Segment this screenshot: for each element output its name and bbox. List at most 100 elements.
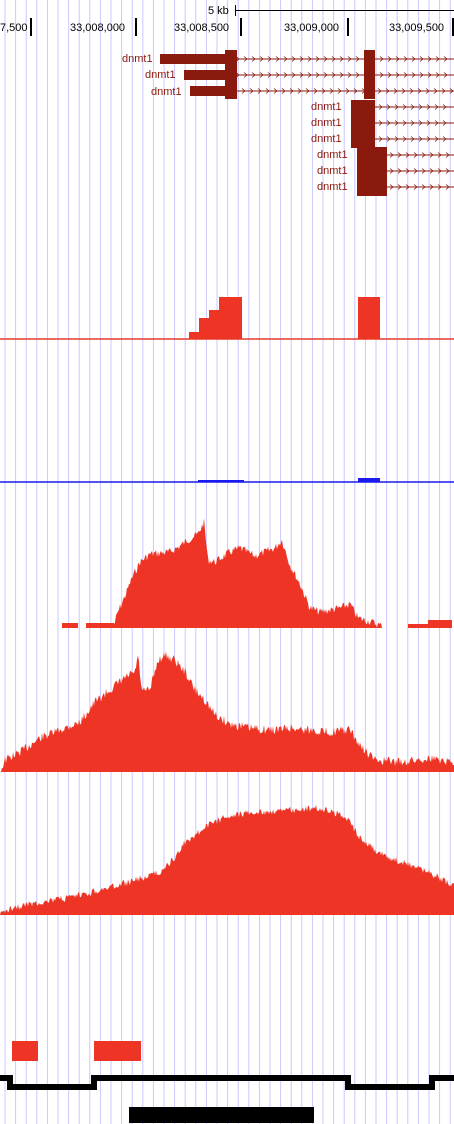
strand-arrow [442, 136, 447, 142]
strand-arrow [445, 168, 450, 174]
signal-bar [189, 332, 199, 339]
strand-arrow [418, 120, 423, 126]
ruler-tick [240, 18, 242, 36]
strand-arrow [305, 88, 310, 94]
transcript-label[interactable]: dnmt1 [151, 86, 182, 98]
strand-arrow [411, 72, 416, 78]
strand-arrow [410, 120, 415, 126]
signal-bar [198, 480, 244, 482]
ruler-tick [135, 18, 137, 36]
exon-block [190, 86, 226, 96]
strand-arrow [394, 120, 399, 126]
transcript-label[interactable]: dnmt1 [317, 165, 348, 177]
transcript-label[interactable]: dnmt1 [311, 101, 342, 113]
strand-arrow [378, 136, 383, 142]
strand-arrow [427, 72, 432, 78]
strand-arrow [315, 56, 320, 62]
strand-arrow [386, 120, 391, 126]
strand-arrow [401, 88, 406, 94]
strand-arrow [251, 56, 256, 62]
strand-arrow [323, 72, 328, 78]
signal-bar [358, 297, 380, 339]
strand-arrow [434, 136, 439, 142]
strand-arrow [394, 136, 399, 142]
strand-arrow [419, 56, 424, 62]
strand-arrow [445, 152, 450, 158]
strand-arrow [313, 88, 318, 94]
strand-arrow [405, 168, 410, 174]
strand-arrow [355, 72, 360, 78]
strand-arrow [323, 56, 328, 62]
strand-arrow [426, 104, 431, 110]
strand-arrow [241, 88, 246, 94]
transcript-label[interactable]: dnmt1 [317, 181, 348, 193]
strand-arrow [379, 56, 384, 62]
strand-arrow [307, 56, 312, 62]
strand-arrow [283, 72, 288, 78]
strand-arrow [378, 104, 383, 110]
feature-block [94, 1041, 141, 1061]
feature-block [12, 1041, 38, 1061]
ruler-label: 33,009,500 [389, 22, 445, 34]
transcript-label[interactable]: dnmt1 [311, 117, 342, 129]
strand-arrow [251, 72, 256, 78]
strand-arrow [289, 88, 294, 94]
strand-arrow [267, 56, 272, 62]
signal-bar [199, 318, 209, 339]
strand-arrow [417, 88, 422, 94]
strand-arrow [434, 104, 439, 110]
strand-arrow [299, 72, 304, 78]
strand-arrow [259, 56, 264, 62]
strand-arrow [426, 120, 431, 126]
strand-arrow [403, 72, 408, 78]
strand-arrow [418, 136, 423, 142]
transcript-label[interactable]: dnmt1 [145, 69, 176, 81]
strand-arrow [385, 88, 390, 94]
strand-arrow [442, 104, 447, 110]
signal-bar [219, 297, 242, 339]
transcript-label[interactable]: dnmt1 [317, 149, 348, 161]
strand-arrow [281, 88, 286, 94]
strand-arrow [421, 152, 426, 158]
strand-arrow [410, 104, 415, 110]
strand-arrow [434, 120, 439, 126]
exon-block [364, 50, 375, 99]
strand-arrow [421, 184, 426, 190]
strand-arrow [409, 88, 414, 94]
strand-arrow [429, 152, 434, 158]
transcript-label[interactable]: dnmt1 [122, 53, 153, 65]
scale-bar-line [236, 10, 454, 11]
strand-arrow [339, 72, 344, 78]
strand-arrow [394, 104, 399, 110]
strand-arrow [402, 120, 407, 126]
strand-arrow [405, 152, 410, 158]
strand-arrow [337, 88, 342, 94]
strand-arrow [265, 88, 270, 94]
strand-arrow [437, 184, 442, 190]
strand-arrow [273, 88, 278, 94]
strand-arrow [299, 56, 304, 62]
ruler-label: 7,500 [0, 22, 28, 34]
strand-arrow [413, 168, 418, 174]
strand-arrow [433, 88, 438, 94]
transcript-label[interactable]: dnmt1 [311, 133, 342, 145]
strand-arrow [377, 88, 382, 94]
strand-arrow [386, 136, 391, 142]
coverage-area [0, 651, 454, 772]
strand-arrow [291, 72, 296, 78]
strand-arrow [402, 104, 407, 110]
coverage-area [0, 804, 454, 915]
ruler-label: 33,008,000 [70, 22, 126, 34]
strand-arrow [402, 136, 407, 142]
strand-arrow [275, 56, 280, 62]
strand-arrow [389, 152, 394, 158]
strand-arrow [395, 72, 400, 78]
strand-arrow [291, 56, 296, 62]
coverage-fragment [408, 624, 428, 628]
strand-arrow [437, 168, 442, 174]
strand-arrow [435, 56, 440, 62]
strand-arrow [397, 152, 402, 158]
ruler-tick [452, 18, 454, 36]
strand-arrow [421, 168, 426, 174]
